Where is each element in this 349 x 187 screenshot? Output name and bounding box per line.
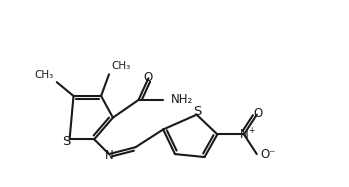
Text: CH₃: CH₃	[111, 61, 130, 71]
Text: N: N	[105, 149, 113, 162]
Text: S: S	[193, 105, 202, 118]
Text: O⁻: O⁻	[261, 148, 276, 161]
Text: S: S	[62, 135, 71, 148]
Text: N: N	[239, 128, 248, 141]
Text: NH₂: NH₂	[171, 93, 193, 106]
Text: CH₃: CH₃	[35, 70, 54, 80]
Text: O: O	[144, 71, 153, 84]
Text: O: O	[253, 107, 262, 120]
Text: +: +	[248, 126, 254, 135]
